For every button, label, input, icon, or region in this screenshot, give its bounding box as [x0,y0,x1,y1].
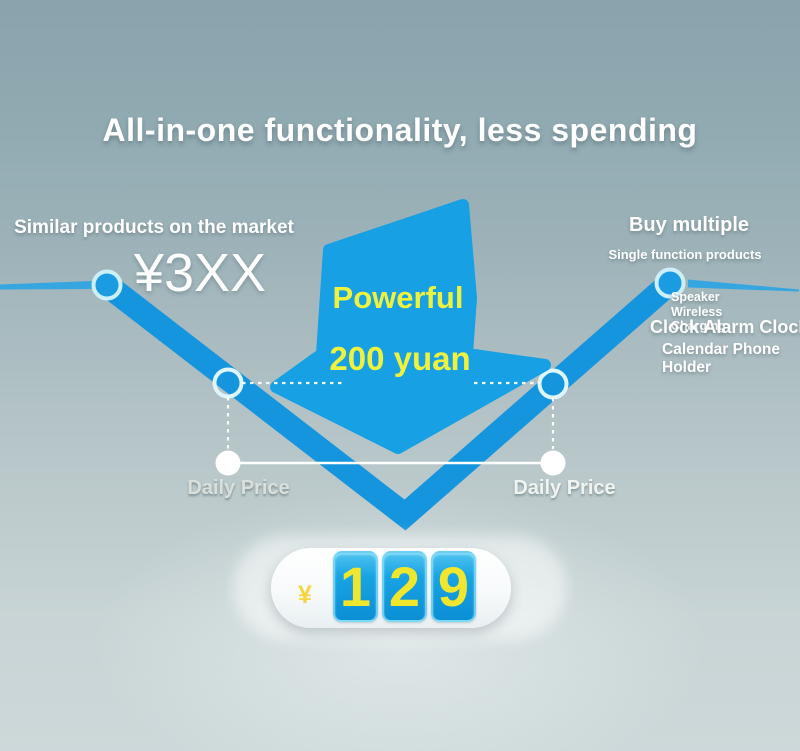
price-digit: 1 [339,554,372,618]
arrow-caption-amount: 200 yuan [329,340,471,377]
price-digit-tile: 2 [382,551,427,622]
left-entry-line [0,281,93,290]
right-entry-line [688,279,799,292]
price-digit: 9 [437,554,470,618]
daily-price-label-left: Daily Price [187,477,290,499]
checkmark-line [99,273,678,531]
market-label: Similar products on the market [14,217,294,238]
bundle-item: Calendar Phone Holder [662,341,780,376]
bundle-subtitle: Single function products [608,247,762,262]
price-digit-tile: 1 [333,551,378,622]
node-circle-left [91,269,123,301]
node-circle-right [654,267,686,299]
price-digit-tiles: 1 2 9 [333,551,476,622]
bundle-item: Speaker Wireless Charging [671,290,726,333]
bundle-title: Buy multiple [628,214,749,236]
daily-price-label-right: Daily Price [513,477,616,499]
arrow-caption-powerful: Powerful [332,280,464,315]
ring-marker-left [212,367,244,399]
dot-marker-left [215,450,241,476]
page-title: All-in-one functionality, less spending [102,112,698,148]
dot-marker-right [540,450,566,476]
price-pill: ¥ 1 2 9 [271,548,511,628]
price-digit-tile: 9 [431,551,476,622]
down-arrow-body [321,200,485,451]
price-digit: 2 [388,554,421,618]
currency-symbol: ¥ [298,581,312,609]
market-price: ¥3XX [133,243,267,303]
bundle-item: Clock Alarm Clock [650,317,800,337]
